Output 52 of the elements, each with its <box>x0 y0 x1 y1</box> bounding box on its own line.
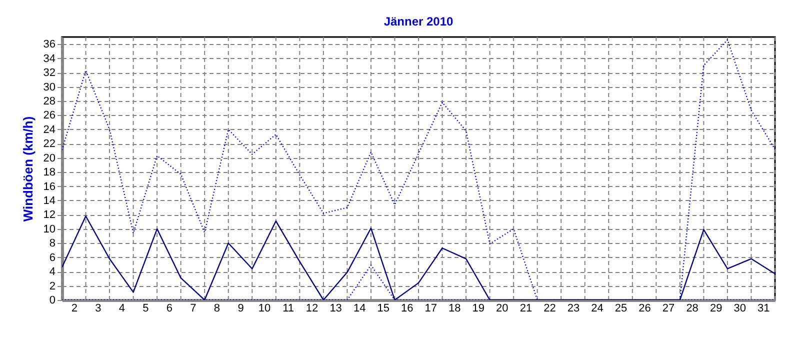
y-tick-label: 8 <box>49 238 56 250</box>
y-tick-label: 14 <box>43 194 56 207</box>
x-tick-label: 29 <box>710 302 722 314</box>
x-tick-label: 8 <box>214 302 220 314</box>
y-tick-label: 6 <box>49 252 56 264</box>
x-tick-label: 14 <box>353 302 366 314</box>
x-tick-label: 20 <box>496 302 508 314</box>
x-tick-label: 18 <box>448 302 461 314</box>
y-tick-label: 22 <box>43 138 56 150</box>
x-tick-label: 26 <box>638 302 651 314</box>
y-tick-label: 30 <box>43 81 56 94</box>
y-tick-label: 18 <box>43 166 56 179</box>
x-tick-label: 28 <box>686 302 698 314</box>
x-tick-label: 11 <box>282 302 294 314</box>
y-tick-label: 36 <box>43 38 56 51</box>
y-tick-label: 26 <box>43 110 56 122</box>
x-tick-label: 30 <box>734 302 746 314</box>
chart-title: Jänner 2010 <box>384 14 454 28</box>
x-tick-label: 7 <box>190 302 196 314</box>
x-tick-label: 31 <box>757 302 770 314</box>
x-tick-label: 4 <box>118 302 125 314</box>
y-tick-label: 10 <box>43 223 56 236</box>
x-tick-label: 22 <box>544 302 556 314</box>
y-tick-label: 16 <box>43 180 56 193</box>
x-tick-label: 12 <box>306 302 318 314</box>
x-tick-label: 9 <box>238 302 244 314</box>
x-tick-label: 23 <box>567 302 580 314</box>
x-tick-label: 6 <box>166 302 173 314</box>
x-tick-label: 25 <box>614 302 628 314</box>
x-tick-label: 24 <box>591 302 604 314</box>
x-tick-label: 19 <box>472 302 485 314</box>
y-tick-label: 2 <box>49 280 56 292</box>
x-tick-label: 10 <box>258 302 271 314</box>
x-tick-label: 5 <box>142 302 149 314</box>
x-tick-label: 13 <box>330 302 342 314</box>
y-tick-label: 32 <box>43 67 56 80</box>
y-tick-label: 0 <box>49 294 56 306</box>
x-tick-label: 27 <box>662 302 675 314</box>
y-tick-label: 4 <box>49 266 56 278</box>
x-tick-label: 17 <box>424 302 438 314</box>
y-tick-label: 24 <box>43 124 56 136</box>
y-tick-label: 12 <box>43 209 56 222</box>
x-tick-label: 21 <box>520 302 532 314</box>
y-tick-label: 28 <box>43 95 56 108</box>
line-series <box>62 39 775 300</box>
x-tick-label: 15 <box>377 302 390 314</box>
x-tick-label: 16 <box>400 302 414 314</box>
x-tick-label: 3 <box>95 302 102 314</box>
y-tick-label: 20 <box>43 152 56 164</box>
y-axis-title: Windböen (km/h) <box>20 116 36 222</box>
x-tick-label: 2 <box>71 302 78 314</box>
y-tick-label: 34 <box>43 52 56 65</box>
